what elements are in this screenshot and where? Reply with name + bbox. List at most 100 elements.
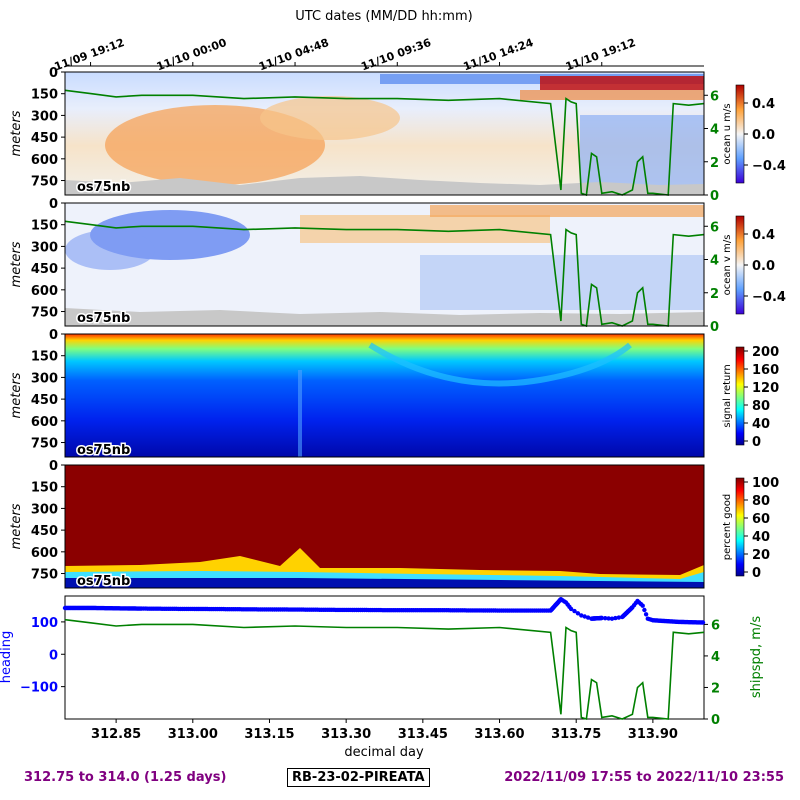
shipspd-tick-label: 2 xyxy=(710,156,719,171)
depth-tick-label: 750 xyxy=(31,306,58,321)
heading-point xyxy=(642,607,647,613)
colorbar-tick-label: 80 xyxy=(752,399,770,414)
heading-point xyxy=(579,613,584,618)
depth-tick-label: 300 xyxy=(31,240,58,255)
shipspd-tick-label: 4 xyxy=(710,254,719,269)
ocean-u-warm-region-2 xyxy=(260,96,400,140)
shipspd-tick-label: 6 xyxy=(710,220,719,235)
depth-axes: 0 150 300 450 600 750 meters 0 150 300 450 600 750 me… xyxy=(9,66,65,583)
colorbar-tick-label: 60 xyxy=(752,512,770,527)
signal-scattering-layer xyxy=(368,342,632,387)
shipspd-tick-label: 0 xyxy=(710,189,719,204)
depth-tick-label: 150 xyxy=(31,350,58,365)
shipspd-right-axes: 0 2 4 6 0 2 4 6 xyxy=(704,89,719,335)
shipspd-bottom-tick-label: 2 xyxy=(711,681,720,696)
colorbar-signal xyxy=(735,346,745,446)
ocean-v-instrument-tag: os75nb xyxy=(77,311,130,326)
shipspd-tick-label: 6 xyxy=(710,89,719,104)
ocean-u-orange-layer xyxy=(520,90,704,100)
colorbar-tick-label: 20 xyxy=(752,548,770,563)
top-axis-tick-label: 11/09 19:12 xyxy=(53,36,126,73)
colorbar-tick-label: 200 xyxy=(752,345,779,360)
heading-point xyxy=(613,615,618,621)
colorbar-tick-label: 0.0 xyxy=(752,128,775,143)
heading-tick-label: 100 xyxy=(31,616,58,631)
colorbar-tick-label: 0 xyxy=(752,566,761,581)
heading-point xyxy=(585,615,591,620)
depth-axis-label: meters xyxy=(9,372,24,418)
depth-tick-label: 150 xyxy=(31,88,58,103)
depth-tick-label: 150 xyxy=(31,481,58,496)
heading-point xyxy=(606,616,611,621)
heading-point xyxy=(640,603,645,608)
shipspd-tick-label: 0 xyxy=(710,320,719,335)
x-axis-label: decimal day xyxy=(344,745,424,760)
depth-tick-label: 450 xyxy=(31,131,58,146)
top-axis-tick-label: 11/10 09:36 xyxy=(359,36,433,73)
colorbar-percent-good xyxy=(735,477,745,577)
heading-point xyxy=(700,620,706,625)
depth-tick-label: 300 xyxy=(31,371,58,386)
ocean-u-shipspd-line xyxy=(64,89,705,197)
x-axis-tick-label: 313.45 xyxy=(398,727,448,742)
ocean-u-frame xyxy=(64,71,705,196)
depth-tick-label: 750 xyxy=(31,437,58,452)
shipspd-bottom-tick-label: 0 xyxy=(711,713,720,728)
depth-tick-label: 0 xyxy=(49,459,58,474)
shipspd-bottom-tick-label: 6 xyxy=(711,618,720,633)
heading-frame xyxy=(64,595,705,720)
heading-point xyxy=(603,616,608,621)
panel-percent-good: os75nb xyxy=(64,464,705,591)
top-axis-ticks: 11/09 19:12 11/10 00:00 11/10 04:48 11/10 0… xyxy=(53,36,704,73)
colorbar-v xyxy=(735,215,745,315)
ocean-v-frame xyxy=(64,202,705,327)
colorbar-tick-label: 0.4 xyxy=(752,97,775,112)
colorbar-tick-label: −0.4 xyxy=(752,290,786,305)
colorbars: 0.4 0.0 −0.4 ocean u m/s 0.4 0.0 −0.4 ocean v m… xyxy=(722,84,786,581)
heading-point xyxy=(616,615,621,620)
heading-point xyxy=(568,606,574,612)
heading-point xyxy=(609,616,615,621)
depth-tick-label: 0 xyxy=(49,328,58,343)
colorbar-tick-label: −0.4 xyxy=(752,159,786,174)
signal-column xyxy=(298,370,302,457)
colorbar-tick-label: 80 xyxy=(752,494,770,509)
depth-axis-label: meters xyxy=(9,241,24,287)
colorbar-label: percent good xyxy=(722,494,733,560)
depth-tick-label: 0 xyxy=(49,66,58,81)
heading-point xyxy=(575,611,581,616)
percent-good-instrument-tag: os75nb xyxy=(77,574,130,589)
heading-tick-label: −100 xyxy=(20,681,58,696)
depth-tick-label: 300 xyxy=(31,109,58,124)
top-axis-tick-label: 11/10 04:48 xyxy=(257,36,330,73)
colorbar-label: ocean v m/s xyxy=(722,235,733,296)
panel-ocean-u: os75nb xyxy=(64,71,705,197)
ocean-u-blue-right xyxy=(580,115,704,185)
ocean-v-blue-region-2 xyxy=(65,230,155,270)
colorbar-tick-label: 0.0 xyxy=(752,259,775,274)
x-axis-tick-label: 313.75 xyxy=(551,727,601,742)
shipspd-tick-label: 2 xyxy=(710,287,719,302)
depth-tick-label: 150 xyxy=(31,219,58,234)
footer-cruise-id: RB-23-02-PIREATA xyxy=(287,768,430,787)
ocean-v-warm-top xyxy=(430,205,704,217)
ocean-v-shipspd-line xyxy=(64,220,705,328)
colorbar-tick-label: 120 xyxy=(752,381,779,396)
heading-point xyxy=(643,612,649,617)
panel-heading-shipspd: 100 0 −100 heading 6 4 2 0 shipspd, m/s xyxy=(0,595,764,728)
shipspd-series xyxy=(64,618,705,721)
colorbar-u xyxy=(735,84,745,184)
depth-tick-label: 750 xyxy=(31,175,58,190)
percent-good-frame xyxy=(64,464,705,589)
depth-tick-label: 600 xyxy=(31,415,58,430)
colorbar-tick-label: 160 xyxy=(752,363,779,378)
x-axis-tick-label: 313.60 xyxy=(474,727,524,742)
bottom-panel-axes: 100 0 −100 heading 6 4 2 0 shipspd, m/s xyxy=(0,616,764,728)
colorbar-tick-label: 40 xyxy=(752,417,770,432)
depth-tick-label: 300 xyxy=(31,502,58,517)
top-axis-tick-label: 11/10 14:24 xyxy=(462,36,536,73)
ocean-u-bottom-mask xyxy=(65,176,704,195)
colorbar-label: signal return xyxy=(722,364,733,427)
heading-point xyxy=(599,615,604,621)
colorbar-label: ocean u m/s xyxy=(722,103,733,164)
